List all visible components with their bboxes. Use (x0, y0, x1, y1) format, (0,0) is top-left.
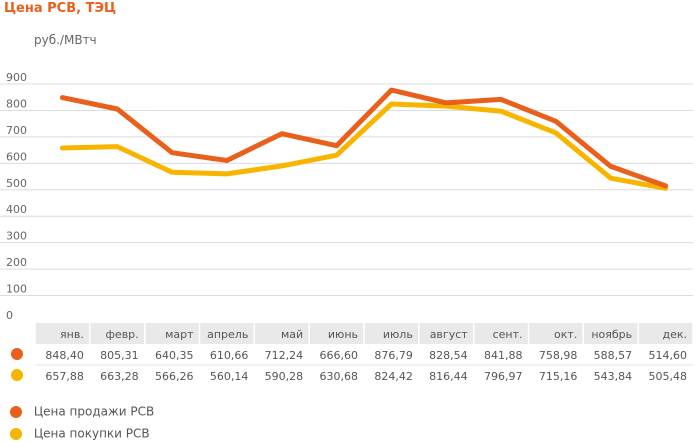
y-tick-label: 300 (6, 230, 27, 243)
x-category-label: ноябрь (591, 328, 632, 341)
x-category-label: февр. (106, 328, 139, 341)
table-value-cell: 514,60 (649, 349, 688, 362)
table-value-cell: 824,42 (374, 370, 413, 383)
table-value-cell: 796,97 (484, 370, 523, 383)
grid-lines (0, 83, 693, 297)
table-value-cell: 566,26 (155, 370, 194, 383)
table-value-cell: 876,79 (374, 349, 413, 362)
chart-title: Цена РСВ, ТЭЦ (4, 1, 117, 16)
legend-purchase-label: Цена покупки РСВ (33, 426, 150, 441)
x-category-label: окт. (554, 328, 577, 341)
table-value-cell: 505,48 (649, 370, 688, 383)
table-value-cell: 590,28 (265, 370, 304, 383)
legend-sale-marker-icon (10, 405, 22, 418)
table-series-marker-icon (11, 348, 23, 360)
series-line (59, 87, 669, 189)
table-value-cell: 543,84 (594, 370, 633, 383)
x-category-label: июнь (328, 328, 358, 341)
table-value-cell: 841,88 (484, 349, 523, 362)
x-category-label: март (165, 328, 194, 341)
legend-purchase-marker-icon (10, 427, 22, 440)
y-tick-label: 500 (6, 177, 27, 190)
table-value-cell: 816,44 (429, 370, 468, 383)
legend-item-sale: Цена продажи РСВ (10, 403, 154, 419)
x-category-label: сент. (493, 328, 523, 341)
table-value-cell: 712,24 (265, 349, 304, 362)
y-tick-label: 900 (6, 71, 27, 84)
x-category-label: май (281, 328, 303, 341)
table-value-cell: 560,14 (210, 370, 249, 383)
table-value-cell: 588,57 (594, 349, 633, 362)
table-series-marker-icon (11, 369, 23, 381)
y-tick-label: 400 (6, 203, 27, 216)
y-tick-label: 100 (6, 283, 27, 296)
series-line (59, 101, 669, 191)
y-axis-ticks: 0 100 200 300 400 500 600 700 800 900 (6, 71, 27, 322)
y-tick-label: 200 (6, 256, 27, 269)
legend-item-purchase: Цена покупки РСВ (10, 425, 150, 441)
table-value-cell: 640,35 (155, 349, 194, 362)
y-axis-unit-label: руб./МВтч (34, 33, 97, 47)
y-tick-label: 800 (6, 97, 27, 110)
table-value-cell: 666,60 (320, 349, 359, 362)
x-category-label: июль (383, 328, 413, 341)
table-value-cell: 828,54 (429, 349, 468, 362)
table-value-cell: 630,68 (320, 370, 359, 383)
x-category-label: апрель (207, 328, 248, 341)
table-value-cell: 715,16 (539, 370, 578, 383)
table-value-cell: 663,28 (100, 370, 139, 383)
table-value-cell: 657,88 (45, 370, 84, 383)
y-tick-label: 0 (6, 309, 13, 322)
y-tick-label: 700 (6, 124, 27, 137)
table-value-cell: 848,40 (45, 349, 84, 362)
y-tick-label: 600 (6, 150, 27, 163)
series-lines (59, 87, 669, 191)
data-table: янв. февр. март апрель май июнь июль август сент… (11, 323, 694, 386)
table-value-cell: 758,98 (539, 349, 578, 362)
x-category-label: август (430, 328, 469, 341)
table-value-cell: 805,31 (100, 349, 139, 362)
x-category-label: дек. (662, 328, 687, 341)
x-category-label: янв. (60, 328, 84, 341)
legend-sale-label: Цена продажи РСВ (33, 404, 155, 419)
table-value-cell: 610,66 (210, 349, 249, 362)
